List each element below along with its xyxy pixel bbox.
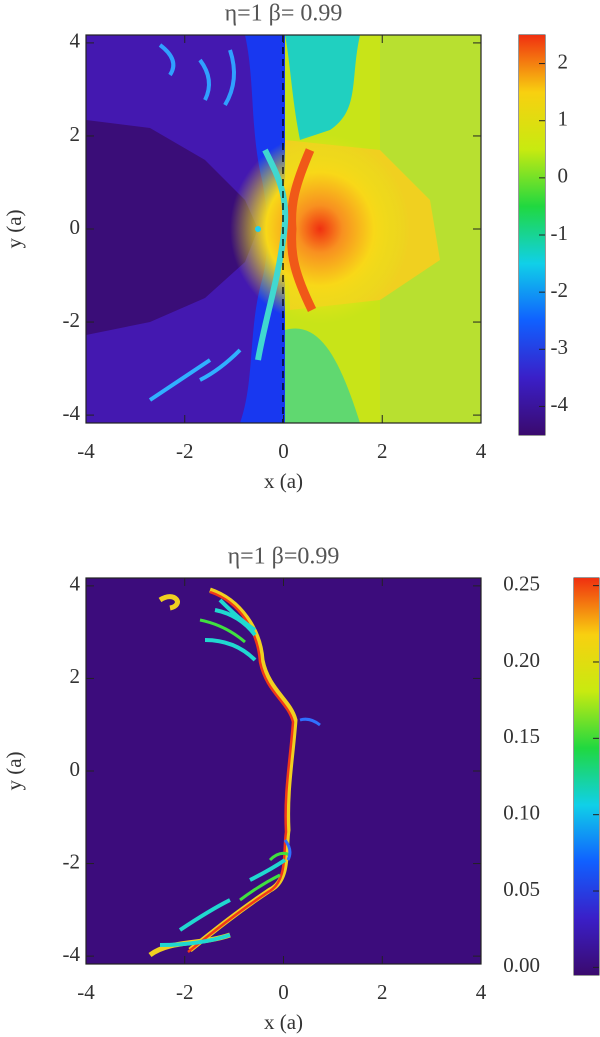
colorbar-tick-label: 0 — [558, 164, 569, 188]
y-tick-label: -2 — [63, 308, 81, 332]
colorbar-tick-label: 0.00 — [503, 953, 540, 977]
x-tick-label: -2 — [176, 980, 194, 1004]
y-tick-label: 2 — [70, 664, 81, 688]
colorbar-tick-label: 1 — [558, 107, 569, 131]
colorbar-tick-label: -4 — [551, 392, 569, 416]
y-tick-label: 0 — [70, 215, 81, 239]
y-tick-label: 4 — [70, 572, 81, 596]
colorbar-tick-label: -2 — [551, 278, 569, 302]
y-tick-label: -4 — [63, 942, 81, 966]
x-tick-label: 4 — [476, 439, 487, 463]
colorbar-tick-label: -1 — [551, 221, 569, 245]
y-axis-label: y (a) — [2, 751, 26, 790]
colorbar-tick-label: 0.10 — [503, 800, 540, 824]
x-axis-label: x (a) — [264, 1010, 303, 1034]
colorbar-tick-label: -3 — [551, 335, 569, 359]
x-tick-label: 0 — [278, 980, 289, 1004]
x-tick-label: 0 — [278, 439, 289, 463]
colorbar-tick-label: 0.25 — [503, 571, 540, 595]
x-tick-label: -4 — [77, 980, 95, 1004]
colorbar-tick-label: 0.15 — [503, 724, 540, 748]
colorbar-tick-label: 0.20 — [503, 648, 540, 672]
y-tick-label: -2 — [63, 849, 81, 873]
colorbar-tick-label: 2 — [558, 49, 569, 73]
chart-title: η=1 β= 0.99 — [225, 1, 343, 27]
x-tick-label: -2 — [176, 439, 194, 463]
x-tick-label: 2 — [377, 980, 388, 1004]
chart-title: η=1 β=0.99 — [228, 544, 340, 570]
heatmap-image — [86, 578, 481, 964]
y-tick-label: 2 — [70, 122, 81, 146]
x-axis-label: x (a) — [264, 469, 303, 493]
x-tick-label: 2 — [377, 439, 388, 463]
heatmap-image — [86, 35, 481, 423]
y-tick-label: 4 — [70, 29, 81, 53]
y-axis-label: y (a) — [2, 209, 26, 248]
x-tick-label: -4 — [77, 439, 95, 463]
colorbar — [574, 578, 599, 975]
colorbar-tick-label: 0.05 — [503, 877, 540, 901]
x-tick-label: 4 — [476, 980, 487, 1004]
y-tick-label: 0 — [70, 757, 81, 781]
y-tick-label: -4 — [63, 401, 81, 425]
